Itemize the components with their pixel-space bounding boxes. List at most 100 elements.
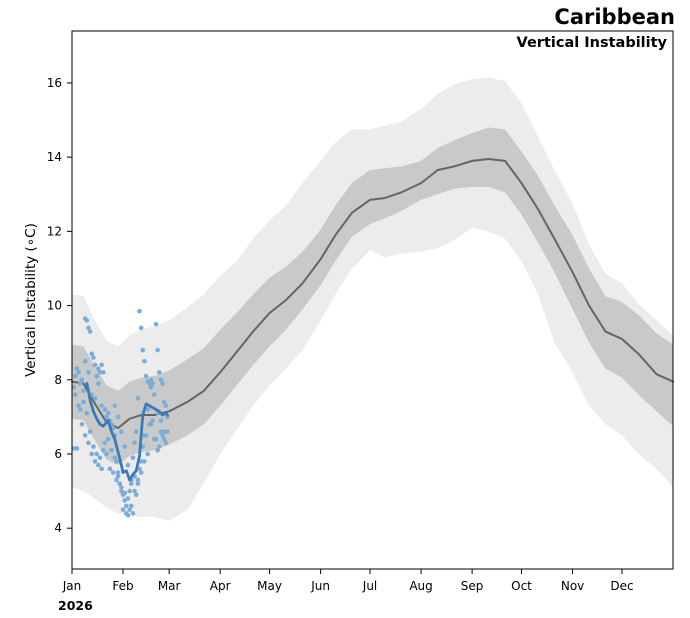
ensemble-point — [96, 462, 101, 468]
ensemble-point — [99, 362, 104, 368]
ensemble-point — [127, 507, 132, 512]
ensemble-point — [156, 370, 162, 375]
ensemble-point — [87, 329, 93, 334]
ensemble-point — [105, 410, 111, 416]
ensemble-point — [138, 470, 144, 475]
ensemble-point — [94, 451, 99, 457]
ensemble-point — [142, 433, 147, 438]
climatology-mean-line — [71, 158, 674, 430]
ensemble-point — [148, 384, 154, 390]
x-tick-label: Feb — [112, 579, 133, 593]
ensemble-point — [158, 377, 164, 383]
ensemble-point — [124, 503, 129, 509]
ensemble-point — [74, 446, 80, 451]
ensemble-point — [150, 418, 155, 423]
ensemble-point — [145, 451, 151, 457]
ensemble-point — [122, 490, 127, 496]
ensemble-point — [92, 396, 98, 401]
ensemble-point — [89, 451, 95, 457]
ensemble-point — [135, 477, 141, 483]
ensemble-point — [96, 366, 101, 371]
ensemble-point — [163, 440, 169, 446]
ensemble-point — [112, 403, 118, 409]
ensemble-point — [122, 444, 127, 449]
chart-subtitle: Vertical Instability — [517, 35, 668, 51]
ensemble-point — [125, 512, 131, 518]
ensemble-point — [89, 351, 95, 357]
ensemble-point — [86, 440, 91, 446]
ensemble-point — [155, 447, 160, 453]
ensemble-point — [115, 470, 121, 475]
band-25-75 — [72, 127, 673, 466]
ensemble-point — [79, 421, 85, 427]
ensemble-point — [87, 429, 93, 435]
y-axis-label: Vertical Instability (∘C) — [23, 223, 39, 377]
ensemble-point — [152, 392, 157, 397]
ensemble-point — [127, 488, 132, 494]
axes: 4 6 8 10 12 14 16 Jan Feb Mar Apr May Jun Jul Aug Sep Oc… — [47, 76, 634, 593]
y-tick-label: 4 — [54, 521, 62, 535]
ensemble-point — [104, 414, 109, 420]
ensemble-point — [86, 325, 91, 331]
ensemble-point — [132, 440, 137, 446]
y-tick-label: 10 — [47, 299, 62, 313]
ensemble-point — [137, 308, 142, 314]
ensemble-point — [102, 440, 108, 446]
x-tick-label: Sep — [461, 579, 484, 593]
y-tick-label: 12 — [47, 224, 62, 238]
ensemble-point — [84, 318, 90, 323]
ensemble-point — [163, 403, 169, 409]
ensemble-point — [82, 358, 88, 364]
ensemble-point — [135, 396, 141, 401]
ensemble-point — [102, 407, 108, 412]
x-tick-label: Jun — [310, 579, 330, 593]
ensemble-point — [81, 399, 86, 405]
ensemble-point — [107, 466, 113, 472]
y-tick-label: 14 — [47, 150, 62, 164]
x-tick-label: Oct — [511, 579, 532, 593]
ensemble-point — [158, 429, 164, 435]
ensemble-point — [99, 466, 104, 472]
x-tick-label: Apr — [210, 579, 231, 593]
ensemble-point — [105, 436, 111, 442]
ensemble-point — [140, 347, 146, 353]
ensemble-point — [112, 455, 118, 460]
ensemble-point — [79, 377, 85, 383]
ensemble-point — [148, 421, 154, 427]
x-tick-label: Aug — [409, 579, 432, 593]
ensemble-point — [99, 403, 104, 409]
plot-area — [71, 77, 674, 521]
ensemble-point — [97, 370, 103, 375]
ensemble-point — [138, 459, 144, 464]
chart-title: Caribbean — [554, 5, 675, 29]
ensemble-point — [165, 429, 170, 435]
ensemble-point — [143, 373, 149, 379]
ensemble-point — [130, 511, 136, 516]
ensemble-point — [160, 433, 165, 438]
ensemble-point — [117, 481, 123, 486]
ensemble-point — [81, 388, 86, 394]
ensemble-point — [153, 321, 159, 327]
ensemble-point — [148, 377, 154, 383]
plot-frame — [71, 30, 674, 570]
ensemble-point — [155, 347, 160, 353]
x-tick-label: Jul — [362, 579, 377, 593]
ensemble-point — [91, 444, 96, 449]
ensemble-point — [119, 429, 124, 435]
ensemble-point — [100, 370, 106, 375]
ensemble-point — [152, 436, 157, 442]
ensemble-point — [114, 459, 119, 464]
ensemble-point — [110, 470, 116, 475]
x-tick-label: May — [257, 579, 282, 593]
x-tick-label: Mar — [158, 579, 181, 593]
ensemble-point — [158, 418, 164, 423]
ensemble-point — [161, 399, 167, 405]
ensemble-point — [94, 373, 99, 379]
ensemble-point — [100, 447, 106, 453]
x-tick-label: Dec — [610, 579, 633, 593]
ensemble-point — [160, 381, 165, 386]
ensemble-point — [138, 325, 144, 331]
ensemble-point — [133, 492, 139, 498]
ensemble-point — [82, 433, 88, 438]
